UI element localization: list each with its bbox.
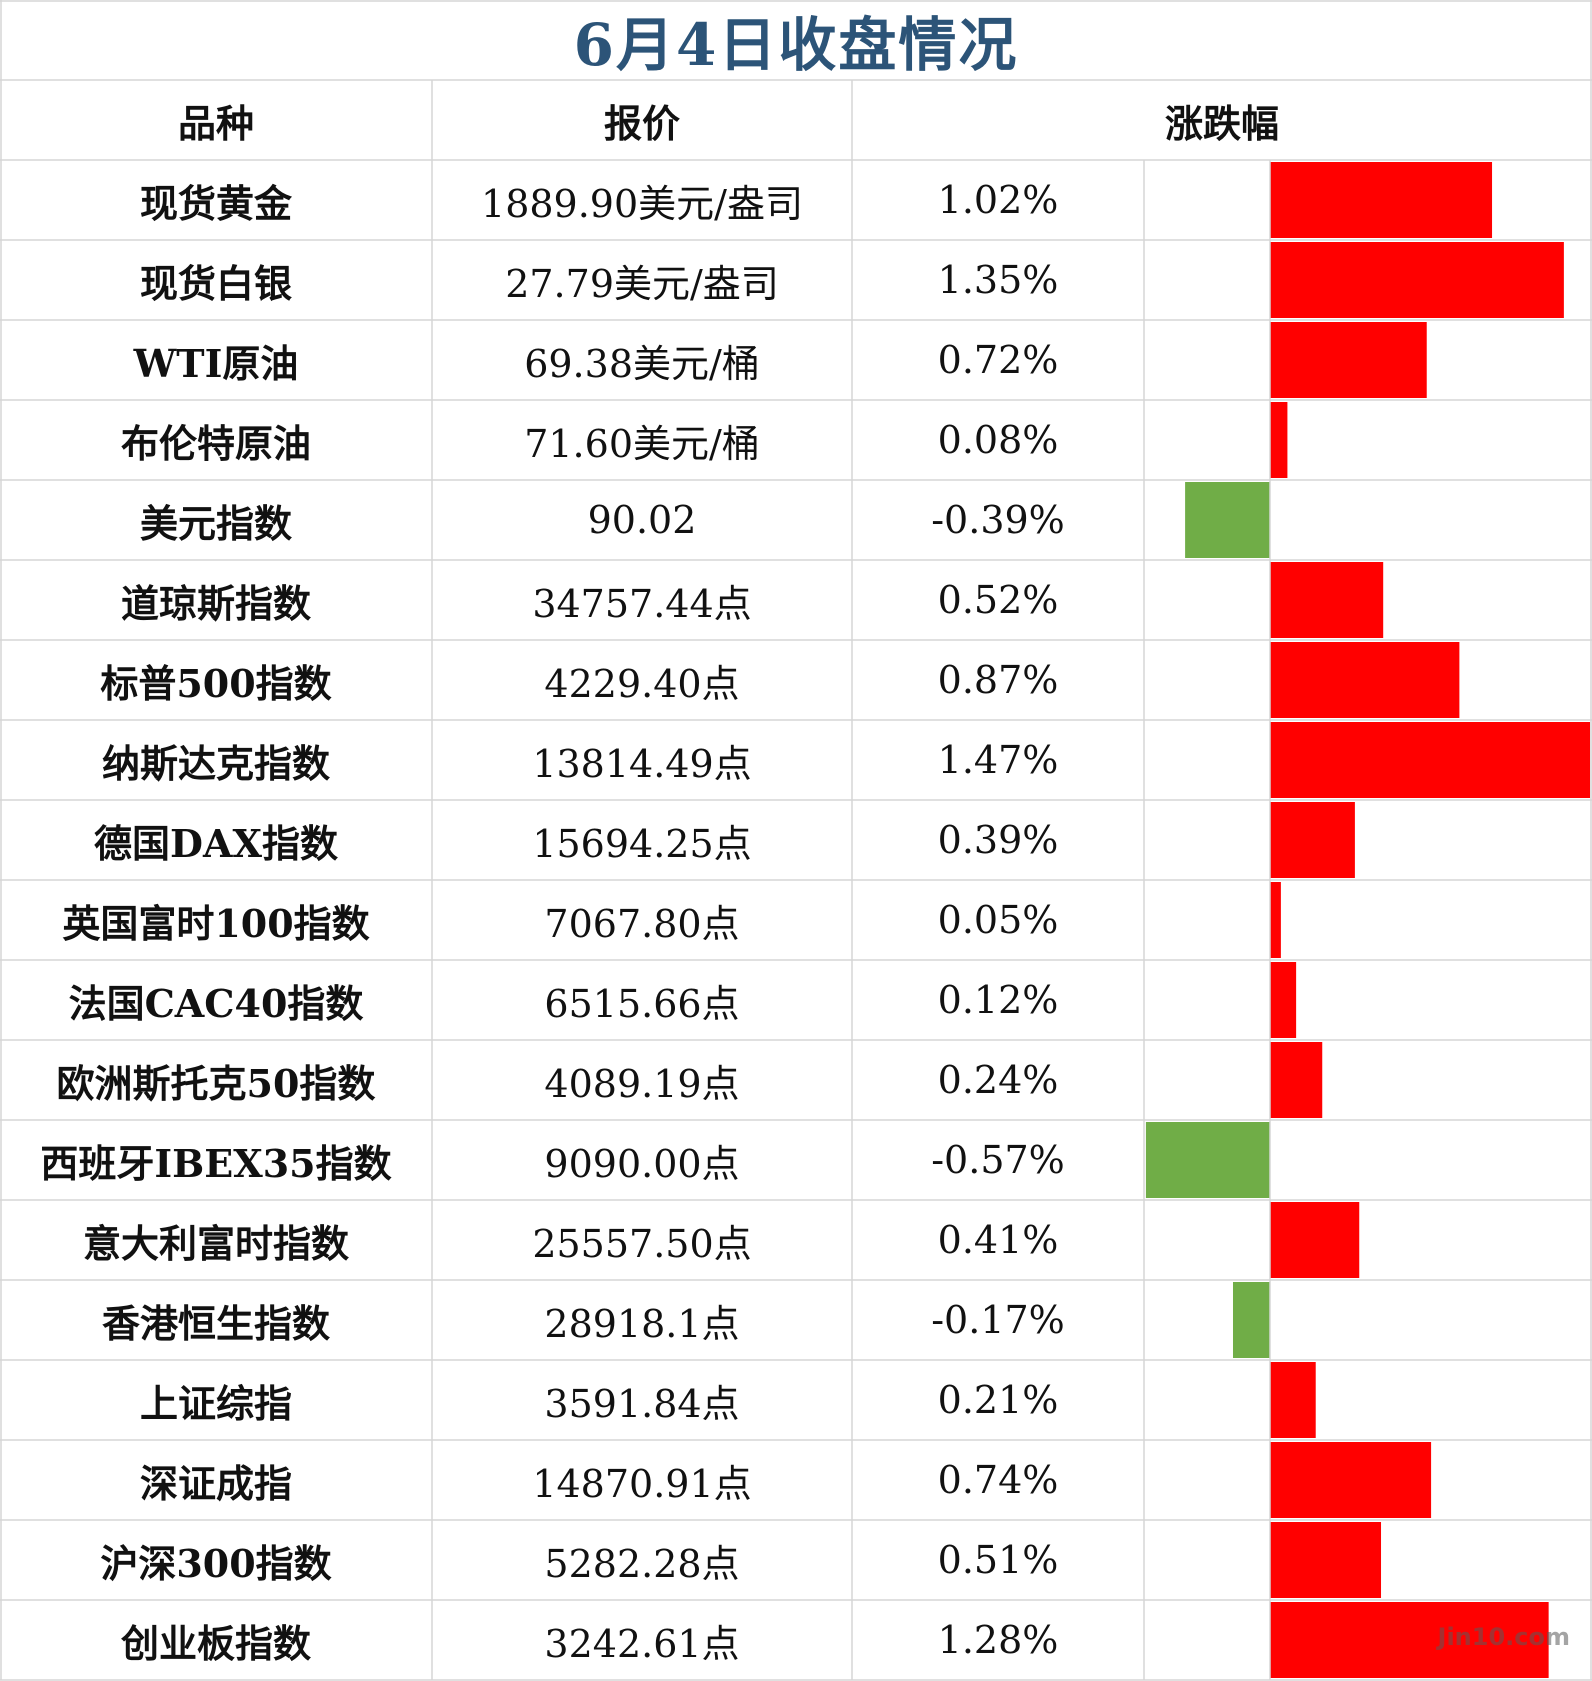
row-name: 标普500指数 (100, 660, 332, 706)
change-bar (1270, 162, 1493, 238)
row-price: 69.38美元/桶 (524, 341, 760, 386)
row-change: 0.12% (937, 978, 1059, 1022)
row-price: 90.02 (587, 498, 697, 542)
row-price: 7067.80点 (544, 901, 740, 946)
row-name: 德国DAX指数 (94, 820, 338, 866)
change-bar (1270, 1362, 1316, 1438)
row-price: 3591.84点 (544, 1381, 740, 1426)
row-change: 1.02% (937, 178, 1059, 222)
change-bar (1270, 242, 1564, 318)
change-bar (1270, 562, 1384, 638)
row-name: 道琼斯指数 (120, 580, 311, 626)
row-change: 1.47% (937, 738, 1059, 782)
row-name: 深证成指 (139, 1460, 292, 1506)
change-bar (1270, 1522, 1382, 1598)
watermark: Jin10.com (1437, 1623, 1570, 1651)
row-price: 9090.00点 (544, 1141, 740, 1186)
row-name: 布伦特原油 (120, 420, 311, 466)
row-change: 0.39% (937, 818, 1059, 862)
change-bar (1270, 1202, 1360, 1278)
row-name: 现货白银 (139, 260, 292, 306)
row-price: 3242.61点 (544, 1621, 740, 1666)
change-bar (1270, 1042, 1323, 1118)
change-bar (1270, 402, 1288, 478)
header-name: 品种 (177, 100, 254, 146)
row-name: 纳斯达克指数 (101, 740, 330, 786)
row-change: 0.08% (937, 418, 1059, 462)
row-change: 0.87% (937, 658, 1059, 702)
row-change: 0.21% (937, 1378, 1059, 1422)
header-price: 报价 (603, 100, 680, 146)
row-change: -0.39% (931, 498, 1065, 542)
change-bar (1270, 962, 1297, 1038)
row-name: WTI原油 (133, 340, 299, 386)
row-name: 西班牙IBEX35指数 (40, 1140, 392, 1186)
change-bar (1270, 642, 1460, 718)
row-change: 0.72% (937, 338, 1059, 382)
row-change: 0.51% (937, 1538, 1059, 1582)
change-bar (1270, 1442, 1432, 1518)
row-price: 14870.91点 (532, 1461, 752, 1506)
row-price: 15694.25点 (532, 821, 752, 866)
row-change: -0.17% (931, 1298, 1065, 1342)
row-name: 香港恒生指数 (101, 1300, 330, 1346)
row-change: 0.05% (937, 898, 1059, 942)
row-change: 1.35% (937, 258, 1059, 302)
row-price: 6515.66点 (544, 981, 740, 1026)
change-bar (1270, 802, 1355, 878)
row-name: 意大利富时指数 (82, 1220, 349, 1266)
row-price: 27.79美元/盎司 (505, 261, 779, 306)
row-name: 创业板指数 (120, 1620, 311, 1666)
row-price: 4089.19点 (544, 1061, 740, 1106)
row-name: 上证综指 (139, 1380, 292, 1426)
change-bar (1270, 1602, 1549, 1678)
change-bar (1232, 1282, 1270, 1358)
row-name: 现货黄金 (139, 180, 292, 226)
row-price: 28918.1点 (544, 1301, 740, 1346)
row-price: 4229.40点 (544, 661, 740, 706)
row-name: 欧洲斯托克50指数 (56, 1060, 376, 1106)
row-price: 1889.90美元/盎司 (481, 181, 803, 226)
change-bar (1145, 1122, 1270, 1198)
row-name: 法国CAC40指数 (68, 980, 364, 1026)
row-price: 5282.28点 (544, 1541, 740, 1586)
row-name: 沪深300指数 (100, 1540, 332, 1586)
row-change: 1.28% (937, 1618, 1059, 1662)
row-price: 25557.50点 (532, 1221, 752, 1266)
row-name: 美元指数 (139, 500, 292, 546)
change-bar (1270, 322, 1427, 398)
row-change: 0.24% (937, 1058, 1059, 1102)
page-title: 6月4日收盘情况 (573, 11, 1019, 79)
row-price: 13814.49点 (532, 741, 752, 786)
header-change: 涨跌幅 (1164, 100, 1279, 146)
change-bar (1270, 722, 1590, 798)
row-change: 0.74% (937, 1458, 1059, 1502)
row-change: 0.52% (937, 578, 1059, 622)
row-change: -0.57% (931, 1138, 1065, 1182)
row-price: 71.60美元/桶 (524, 421, 760, 466)
row-change: 0.41% (937, 1218, 1059, 1262)
row-name: 英国富时100指数 (62, 900, 370, 946)
change-bar (1270, 882, 1281, 958)
change-bar (1185, 482, 1270, 558)
row-price: 34757.44点 (532, 581, 752, 626)
